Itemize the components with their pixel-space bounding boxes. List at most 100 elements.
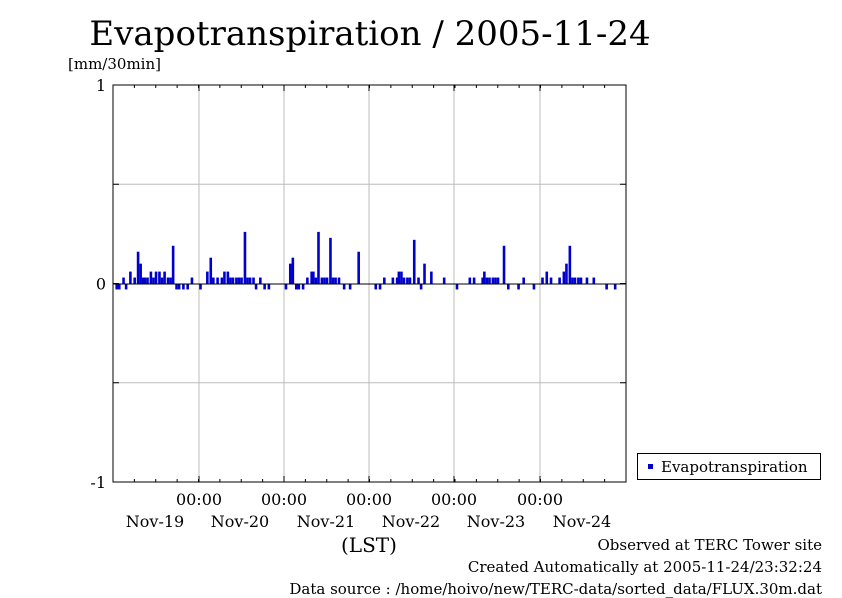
bar [312, 271, 315, 284]
bar [231, 277, 235, 284]
bar [158, 271, 161, 284]
bar [585, 277, 589, 284]
bar [166, 277, 170, 284]
bar [605, 283, 608, 290]
bar [468, 277, 472, 284]
bar [177, 283, 181, 290]
bar [223, 271, 226, 284]
bar [494, 277, 497, 284]
bar [115, 283, 119, 290]
bar [408, 277, 412, 284]
bar [186, 283, 189, 290]
bar [248, 277, 252, 284]
legend: Evapotranspiration [637, 453, 821, 480]
legend-label: Evapotranspiration [661, 457, 808, 476]
bar [320, 277, 324, 284]
bar [154, 271, 158, 284]
bar [541, 277, 544, 284]
bar [263, 283, 266, 290]
bar [171, 245, 175, 284]
bar [442, 277, 446, 284]
bar [143, 277, 147, 284]
bar [226, 271, 230, 284]
bar [417, 277, 420, 284]
bar [402, 277, 406, 284]
bar [532, 283, 536, 290]
y-tick-labels: 1 0 -1 [90, 76, 106, 492]
bar [472, 277, 476, 284]
bar [182, 283, 185, 290]
bar [568, 245, 572, 284]
x-date-label: Nov-19 [126, 512, 184, 531]
bar [562, 271, 566, 284]
bar [294, 283, 298, 290]
bar [297, 283, 301, 290]
bar [549, 277, 553, 284]
bar [558, 277, 561, 284]
chart-title: Evapotranspiration / 2005-11-24 [89, 14, 651, 54]
bar [419, 283, 423, 290]
bar [325, 277, 329, 284]
x-time-label: 00:00 [346, 490, 392, 509]
bar [483, 271, 486, 284]
bar [397, 271, 401, 284]
data-source-note: Data source : /home/hoivo/new/TERC-data/… [289, 580, 822, 598]
bar [571, 277, 574, 284]
y-axis-unit-label: [mm/30min] [68, 55, 161, 73]
bar [301, 283, 305, 290]
bar [485, 277, 489, 284]
bar [237, 277, 241, 284]
bar [246, 277, 249, 284]
bar-series [115, 231, 617, 290]
bar [136, 251, 140, 284]
bar [323, 277, 326, 284]
bar [199, 283, 202, 290]
bar [357, 251, 360, 284]
bar [310, 271, 313, 284]
bar [400, 271, 403, 284]
bar [334, 277, 337, 284]
bar [517, 283, 520, 290]
bar [395, 277, 399, 284]
bar [342, 283, 346, 290]
bar [149, 271, 153, 284]
x-time-label: 00:00 [517, 490, 563, 509]
bar [288, 263, 292, 284]
bar [412, 239, 416, 284]
y-tick-label: -1 [90, 473, 106, 492]
bar [577, 277, 580, 284]
legend-swatch [648, 464, 653, 469]
bar [314, 277, 318, 284]
bar [406, 277, 409, 284]
bar [216, 277, 219, 284]
bar [240, 277, 243, 284]
bar [496, 277, 500, 284]
bar [455, 283, 459, 290]
bar [383, 277, 386, 284]
observed-note: Observed at TERC Tower site [597, 536, 822, 554]
x-time-label: 00:00 [431, 490, 477, 509]
bar [146, 277, 149, 284]
bar [141, 277, 145, 284]
x-date-label: Nov-20 [211, 512, 269, 531]
bar [329, 237, 332, 284]
bar [175, 283, 178, 290]
x-tick-labels: 00:00 00:00 00:00 00:00 00:00 Nov-19 Nov-20 Nov… [126, 490, 611, 531]
bar [267, 283, 271, 290]
bar [545, 271, 549, 284]
bar [423, 263, 426, 284]
x-date-label: Nov-22 [382, 512, 440, 531]
bar [252, 277, 255, 284]
y-tick-label: 1 [96, 76, 106, 95]
bar [152, 277, 155, 284]
bar [133, 277, 136, 284]
bar [317, 231, 320, 284]
bar [507, 283, 510, 290]
x-date-label: Nov-23 [467, 512, 525, 531]
bar [209, 257, 213, 284]
x-axis-label: (LST) [341, 533, 397, 557]
axis-ticks [112, 84, 627, 483]
bar [337, 277, 341, 284]
bar [613, 283, 617, 290]
